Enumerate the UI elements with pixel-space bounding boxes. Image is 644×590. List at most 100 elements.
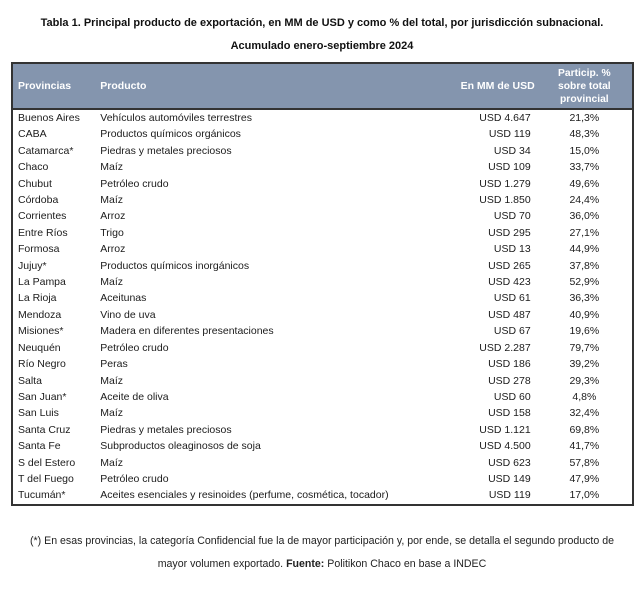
table-row: Misiones* Madera en diferentes presentac… <box>12 323 633 339</box>
header-usd: En MM de USD <box>416 63 537 110</box>
product-cell: Arroz <box>100 243 126 256</box>
usd-cell: USD 2.287 <box>479 341 531 354</box>
table-row: S del Estero Maíz USD 623 57,8% <box>12 455 633 471</box>
table-row: Mendoza Vino de uva USD 487 40,9% <box>12 307 633 323</box>
usd-cell: USD 487 <box>488 308 531 321</box>
usd-cell: USD 70 <box>493 210 531 223</box>
share-cell: 48,3% <box>569 128 600 141</box>
usd-cell: USD 278 <box>488 374 531 387</box>
table-row: Río Negro Peras USD 186 39,2% <box>12 356 633 372</box>
province-cell: Corrientes <box>18 210 67 223</box>
province-cell: Buenos Aires <box>18 112 80 124</box>
share-cell: 4,8% <box>572 390 597 403</box>
table-row: Salta Maíz USD 278 29,3% <box>12 373 633 389</box>
product-cell: Productos químicos inorgánicos <box>100 259 250 272</box>
share-cell: 36,3% <box>569 292 600 305</box>
product-cell: Piedras y metales preciosos <box>100 144 232 157</box>
footnote-line-2: mayor volumen exportado. Fuente: Politik… <box>0 553 644 576</box>
province-cell: Entre Ríos <box>18 226 68 239</box>
province-cell: San Luis <box>18 407 59 420</box>
table-row: Santa Fe Subproductos oleaginosos de soj… <box>12 438 633 454</box>
table-row: Córdoba Maíz USD 1.850 24,4% <box>12 192 633 208</box>
usd-cell: USD 158 <box>488 407 531 420</box>
share-cell: 39,2% <box>569 358 600 371</box>
product-cell: Madera en diferentes presentaciones <box>100 325 274 338</box>
share-cell: 29,3% <box>569 374 600 387</box>
province-cell: La Pampa <box>18 276 66 289</box>
table-row: Chubut Petróleo crudo USD 1.279 49,6% <box>12 176 633 192</box>
share-cell: 41,7% <box>569 440 600 453</box>
header-particip: Particip. % sobre total provincial <box>536 63 633 110</box>
table-row: San Luis Maíz USD 158 32,4% <box>12 405 633 421</box>
usd-cell: USD 423 <box>488 276 531 289</box>
footnote: (*) En esas provincias, la categoría Con… <box>0 530 644 576</box>
usd-cell: USD 295 <box>488 226 531 239</box>
table-row: Neuquén Petróleo crudo USD 2.287 79,7% <box>12 340 633 356</box>
province-cell: Río Negro <box>18 358 66 371</box>
source-text: Politikon Chaco en base a INDEC <box>324 557 487 570</box>
province-cell: La Rioja <box>18 292 57 305</box>
product-cell: Petróleo crudo <box>100 472 169 485</box>
province-cell: S del Estero <box>18 456 76 469</box>
province-cell: San Juan* <box>18 390 67 403</box>
share-cell: 52,9% <box>569 276 600 289</box>
share-cell: 27,1% <box>569 226 600 239</box>
usd-cell: USD 61 <box>493 292 531 305</box>
share-cell: 15,0% <box>569 144 600 157</box>
usd-cell: USD 60 <box>493 390 531 403</box>
table-row: Entre Ríos Trigo USD 295 27,1% <box>12 225 633 241</box>
exports-table: Provincias Producto En MM de USD Partici… <box>11 62 634 506</box>
province-cell: Tucumán* <box>18 489 66 502</box>
share-cell: 21,3% <box>569 112 600 124</box>
usd-cell: USD 67 <box>493 325 531 338</box>
usd-cell: USD 149 <box>488 472 531 485</box>
product-cell: Petróleo crudo <box>100 177 169 190</box>
product-cell: Trigo <box>100 226 124 239</box>
product-cell: Aceite de oliva <box>100 390 169 403</box>
province-cell: Santa Fe <box>18 440 61 453</box>
footnote-line-2-pre: mayor volumen exportado. <box>157 557 287 570</box>
table-row: CABA Productos químicos orgánicos USD 11… <box>12 126 633 142</box>
usd-cell: USD 623 <box>488 456 531 469</box>
share-cell: 57,8% <box>569 456 600 469</box>
province-cell: T del Fuego <box>18 472 74 485</box>
share-cell: 47,9% <box>569 472 600 485</box>
footnote-line-1: (*) En esas provincias, la categoría Con… <box>30 534 614 547</box>
province-cell: Salta <box>18 374 42 387</box>
product-cell: Petróleo crudo <box>100 341 169 354</box>
table-row: Catamarca* Piedras y metales preciosos U… <box>12 143 633 159</box>
province-cell: Formosa <box>18 243 60 256</box>
province-cell: Córdoba <box>18 194 59 207</box>
table-row: Santa Cruz Piedras y metales preciosos U… <box>12 422 633 438</box>
share-cell: 32,4% <box>569 407 600 420</box>
table-header: Provincias Producto En MM de USD Partici… <box>12 63 633 110</box>
table-row: Chaco Maíz USD 109 33,7% <box>12 159 633 175</box>
share-cell: 19,6% <box>569 325 600 338</box>
product-cell: Maíz <box>100 194 124 207</box>
product-cell: Arroz <box>100 210 126 223</box>
usd-cell: USD 13 <box>493 243 531 256</box>
province-cell: Jujuy* <box>18 259 47 272</box>
share-cell: 33,7% <box>569 161 600 174</box>
share-cell: 37,8% <box>569 259 600 272</box>
table-subtitle: Acumulado enero-septiembre 2024 <box>230 40 414 52</box>
province-cell: Mendoza <box>18 308 62 321</box>
header-row: Provincias Producto En MM de USD Partici… <box>12 63 633 110</box>
product-cell: Aceitunas <box>100 292 147 305</box>
table-body: Buenos Aires Vehículos automóviles terre… <box>12 109 633 505</box>
province-cell: Catamarca* <box>18 144 74 157</box>
product-cell: Piedras y metales preciosos <box>100 423 232 436</box>
usd-cell: USD 119 <box>488 489 531 502</box>
product-cell: Maíz <box>100 456 124 469</box>
table-row: Corrientes Arroz USD 70 36,0% <box>12 208 633 224</box>
province-cell: CABA <box>18 128 47 141</box>
product-cell: Vehículos automóviles terrestres <box>100 112 253 124</box>
share-cell: 24,4% <box>569 194 600 207</box>
usd-cell: USD 186 <box>488 358 531 371</box>
header-provincias: Provincias <box>12 63 101 110</box>
product-cell: Maíz <box>100 161 124 174</box>
table-row: T del Fuego Petróleo crudo USD 149 47,9% <box>12 471 633 487</box>
usd-cell: USD 1.279 <box>479 177 531 190</box>
table-row: Tucumán* Aceites esenciales y resinoides… <box>12 487 633 504</box>
